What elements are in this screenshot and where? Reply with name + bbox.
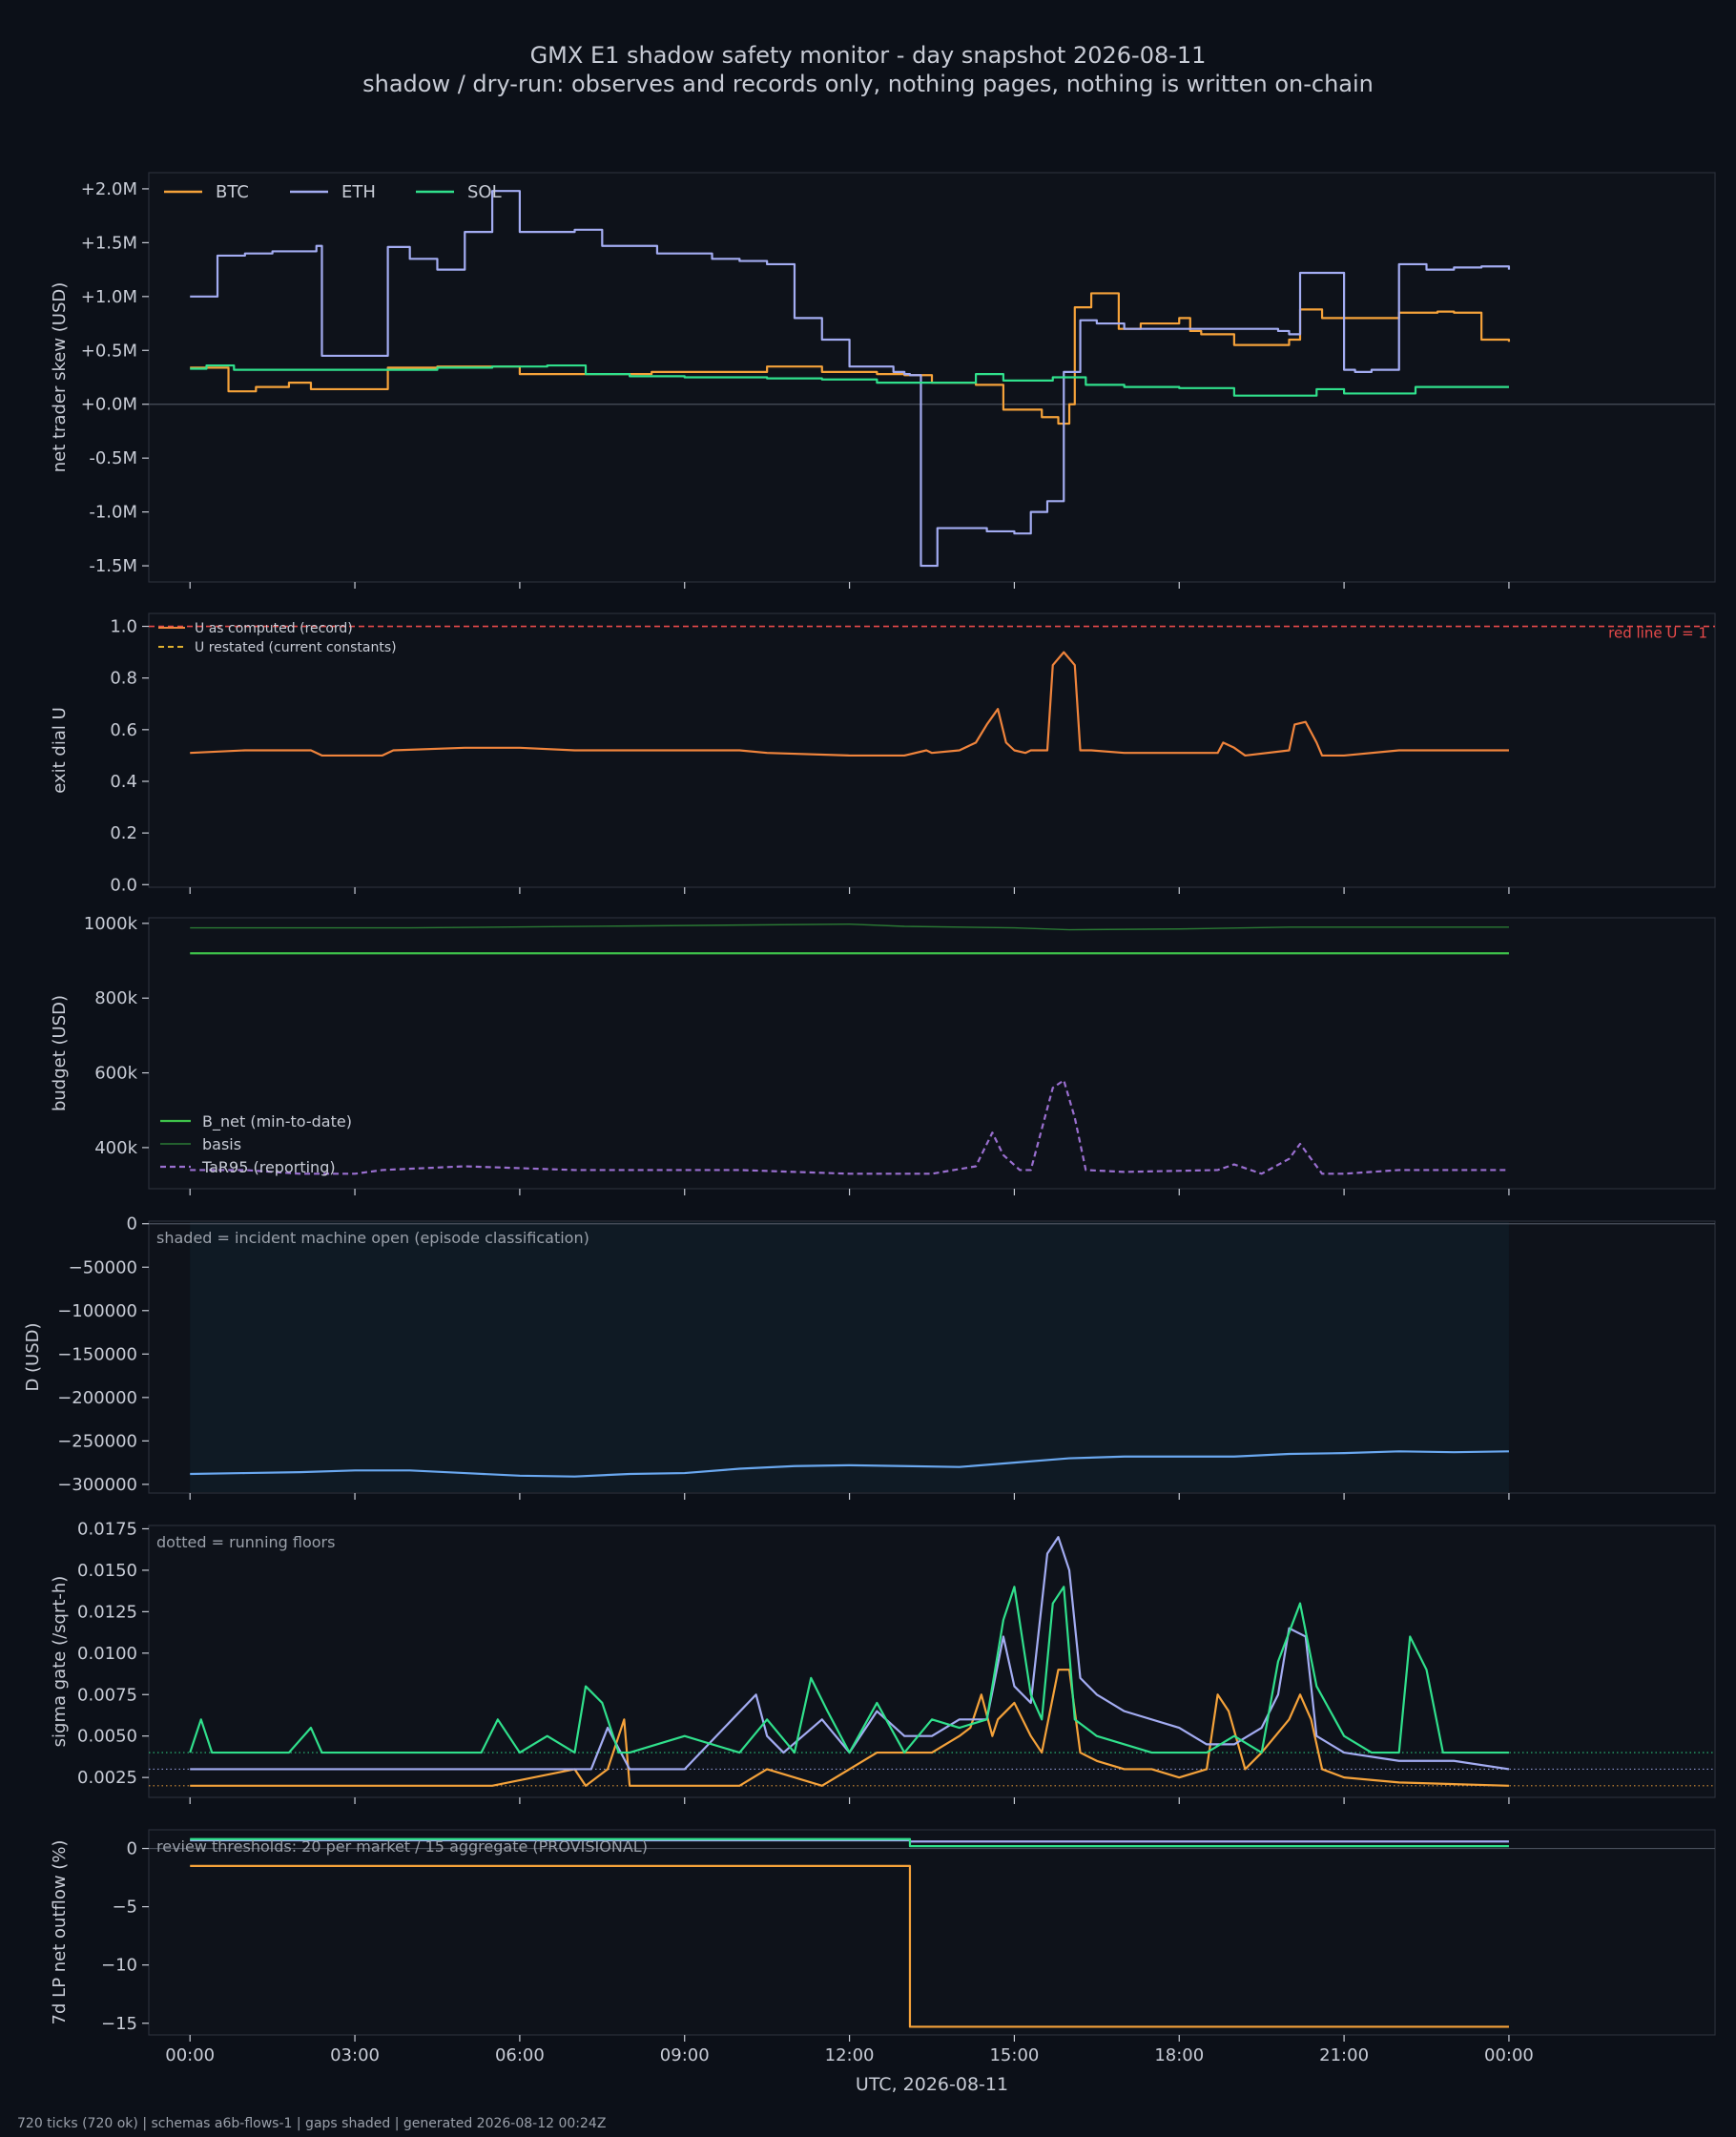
y-tick-label: +2.0M xyxy=(81,179,137,199)
panel-budget: 1000k 800k 600k 400k budget (USD) B_net (min-… xyxy=(50,914,1716,1195)
series-u-as-computed-record- xyxy=(190,651,1509,757)
y-axis-label: exit dial U xyxy=(50,707,70,794)
x-tick-label: 00:00 xyxy=(1484,2045,1534,2065)
series-tar95-reporting- xyxy=(190,1079,1509,1175)
y-axis-label: sigma gate (/sqrt-h) xyxy=(50,1576,70,1748)
y-tick-label: 0.0100 xyxy=(77,1644,137,1664)
panel-frame xyxy=(148,1829,1716,2036)
y-tick-label: 600k xyxy=(94,1064,137,1084)
y-tick-label: −50000 xyxy=(69,1257,137,1277)
x-tick-label: 21:00 xyxy=(1319,2045,1369,2065)
legend-label: ETH xyxy=(341,182,376,202)
figure-subtitle: shadow / dry-run: observes and records o… xyxy=(362,71,1374,97)
y-tick-label: −250000 xyxy=(57,1431,137,1451)
y-tick-label: 0.0025 xyxy=(77,1768,137,1788)
redline-label: red line U = 1 xyxy=(1608,625,1707,642)
incident-shade xyxy=(190,1222,1509,1492)
y-tick-label: 0.6 xyxy=(110,720,137,740)
panel-sigma: 0.0175 0.0150 0.0125 0.0100 0.0075 0.0050 0.00… xyxy=(50,1519,1716,1804)
panel-frame xyxy=(148,917,1716,1190)
x-tick-label: 06:00 xyxy=(495,2045,545,2065)
panels: +2.0M +1.5M +1.0M +0.5M +0.0M -0.5M -1.0M -1.5M… xyxy=(23,172,1716,2042)
series-eth xyxy=(190,190,1511,568)
panel-D: 0 −50000 −100000 −150000 −200000 −250000 −3000… xyxy=(23,1214,1716,1500)
y-tick-label: 0.0125 xyxy=(77,1602,137,1622)
series-sol xyxy=(189,1586,1509,1754)
y-tick-label: 0 xyxy=(127,1839,137,1859)
series-btc xyxy=(190,1669,1509,1787)
legend-label: U as computed (record) xyxy=(195,621,353,636)
series-d xyxy=(190,1450,1509,1478)
y-tick-label: +1.5M xyxy=(81,233,137,253)
y-tick-label: −15 xyxy=(101,2014,137,2034)
x-tick-label: 03:00 xyxy=(330,2045,380,2065)
legend-label: basis xyxy=(202,1135,241,1153)
x-tick-label: 00:00 xyxy=(165,2045,215,2065)
panel-skew: +2.0M +1.5M +1.0M +0.5M +0.0M -0.5M -1.0M -1.5M… xyxy=(50,172,1716,589)
y-tick-label: −300000 xyxy=(57,1475,137,1495)
y-tick-label: 1.0 xyxy=(110,617,137,637)
x-tick-label: 15:00 xyxy=(989,2045,1039,2065)
y-tick-label: 0.4 xyxy=(110,772,137,792)
y-axis-label: net trader skew (USD) xyxy=(50,282,70,473)
legend-label: U restated (current constants) xyxy=(195,640,397,655)
y-tick-label: 0.0175 xyxy=(77,1519,137,1539)
y-tick-label: +0.0M xyxy=(81,395,137,415)
y-tick-label: -1.5M xyxy=(89,556,137,576)
x-tick-label: 18:00 xyxy=(1154,2045,1204,2065)
x-tick-label: 09:00 xyxy=(660,2045,710,2065)
series-basis xyxy=(190,923,1509,931)
legend-label: SOL xyxy=(467,182,502,202)
y-axis-label: budget (USD) xyxy=(50,995,70,1111)
y-tick-label: 0.0 xyxy=(110,875,137,895)
legend-label: B_net (min-to-date) xyxy=(202,1112,352,1131)
y-tick-label: -1.0M xyxy=(89,503,137,523)
panel-frame xyxy=(148,1525,1716,1798)
y-tick-label: −10 xyxy=(101,1956,137,1976)
y-tick-label: −5 xyxy=(112,1898,137,1918)
y-tick-label: 0.8 xyxy=(110,669,137,689)
panel-annotation: shaded = incident machine open (episode … xyxy=(156,1229,589,1247)
x-tick-label: 12:00 xyxy=(825,2045,875,2065)
y-tick-label: +1.0M xyxy=(81,287,137,307)
x-axis-label: UTC, 2026-08-11 xyxy=(856,2074,1008,2095)
series-sol xyxy=(190,363,1509,397)
y-tick-label: 0.0150 xyxy=(77,1561,137,1581)
panel-annotation: dotted = running floors xyxy=(156,1533,335,1551)
series-eth xyxy=(190,1536,1510,1771)
legend-label: TaR95 (reporting) xyxy=(201,1158,336,1176)
series-btc xyxy=(190,292,1511,425)
series-sol xyxy=(190,1837,1509,1848)
y-tick-label: 0.2 xyxy=(110,823,137,843)
series-btc xyxy=(190,1864,1509,2028)
y-tick-label: −100000 xyxy=(57,1301,137,1321)
y-tick-label: −150000 xyxy=(57,1344,137,1364)
x-axis: 00:00 03:00 06:00 09:00 12:00 15:00 18:00 21:00… xyxy=(165,2045,1534,2065)
panel-annotation: review thresholds: 20 per market / 15 ag… xyxy=(156,1837,648,1856)
y-tick-label: -0.5M xyxy=(89,448,137,468)
legend-label: BTC xyxy=(216,182,249,202)
y-tick-label: 1000k xyxy=(84,914,138,934)
y-axis-label: 7d LP net outflow (%) xyxy=(50,1840,70,2025)
y-tick-label: 800k xyxy=(94,988,137,1008)
y-tick-label: 0.0050 xyxy=(77,1727,137,1747)
panel-exitdial: 0.0 0.2 0.4 0.6 0.8 1.0 exit dial U red line U … xyxy=(50,612,1716,895)
figure-title: GMX E1 shadow safety monitor - day snaps… xyxy=(530,42,1207,69)
y-tick-label: 0.0075 xyxy=(77,1685,137,1705)
y-tick-label: 0 xyxy=(127,1214,137,1234)
panel-lp: 0 −5 −10 −15 7d LP net outflow (%) review thr… xyxy=(50,1829,1716,2042)
y-tick-label: +0.5M xyxy=(81,341,137,361)
y-tick-label: 400k xyxy=(94,1138,137,1158)
y-axis-label: D (USD) xyxy=(23,1322,43,1391)
footer-status: 720 ticks (720 ok) | schemas a6b-flows-1… xyxy=(17,2116,606,2131)
y-tick-label: −200000 xyxy=(57,1388,137,1408)
